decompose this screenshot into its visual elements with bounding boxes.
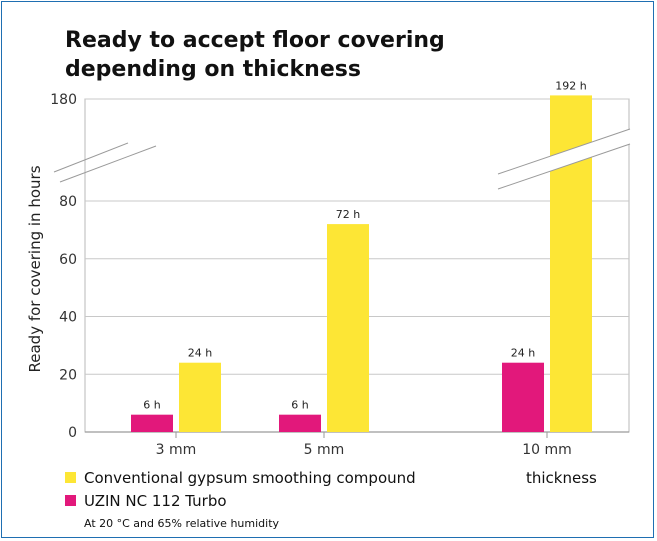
axis-break-right-gap bbox=[498, 129, 630, 189]
bar-uzin-2 bbox=[502, 362, 544, 432]
bar-gypsum-1 bbox=[327, 224, 369, 432]
x-tick-label-2: 10 mm bbox=[522, 442, 572, 458]
legend: Conventional gypsum smoothing compound U… bbox=[65, 469, 416, 530]
y-tick-label-20: 20 bbox=[59, 367, 77, 383]
y-tick-label-80: 80 bbox=[59, 194, 77, 210]
legend-label-uzin: UZIN NC 112 Turbo bbox=[84, 492, 227, 510]
axis-break-left-1 bbox=[53, 142, 129, 173]
data-label-gypsum-2: 192 h bbox=[555, 79, 586, 92]
data-label-uzin-0: 6 h bbox=[143, 399, 160, 412]
axis-break-right-2 bbox=[497, 143, 631, 190]
y-tick-label-60: 60 bbox=[59, 252, 77, 268]
x-tick-label-1: 5 mm bbox=[304, 442, 345, 458]
chart-title-line-1: Ready to accept floor covering bbox=[65, 28, 445, 53]
data-label-gypsum-1: 72 h bbox=[336, 208, 360, 221]
x-axis-label: thickness bbox=[526, 469, 597, 487]
chart-title: Ready to accept floor covering depending… bbox=[65, 28, 445, 82]
data-label-uzin-1: 6 h bbox=[291, 399, 308, 412]
legend-swatch-gypsum bbox=[65, 472, 76, 483]
y-tick-label-0: 0 bbox=[68, 425, 77, 441]
y-tick-label-180: 180 bbox=[50, 92, 77, 108]
plot-area: 0 20 40 60 80 180 3 mm 6 h 24 h 5 mm 6 h 72 h 10 mm 2… bbox=[50, 79, 631, 458]
bar-uzin-1 bbox=[279, 414, 321, 432]
legend-swatch-uzin bbox=[65, 495, 76, 506]
chart-title-line-2: depending on thickness bbox=[65, 57, 361, 82]
data-label-gypsum-0: 24 h bbox=[188, 347, 212, 360]
axis-break-right-1 bbox=[497, 128, 631, 175]
y-tick-label-40: 40 bbox=[59, 310, 77, 326]
y-axis-label: Ready for covering in hours bbox=[26, 165, 44, 372]
conditions-note: At 20 °C and 65% relative humidity bbox=[84, 517, 280, 530]
bar-uzin-0 bbox=[131, 414, 173, 432]
legend-label-gypsum: Conventional gypsum smoothing compound bbox=[84, 469, 416, 487]
data-label-uzin-2: 24 h bbox=[511, 347, 535, 360]
bar-gypsum-0 bbox=[179, 362, 221, 432]
axis-break-left-2 bbox=[59, 145, 157, 183]
x-tick-label-0: 3 mm bbox=[156, 442, 197, 458]
